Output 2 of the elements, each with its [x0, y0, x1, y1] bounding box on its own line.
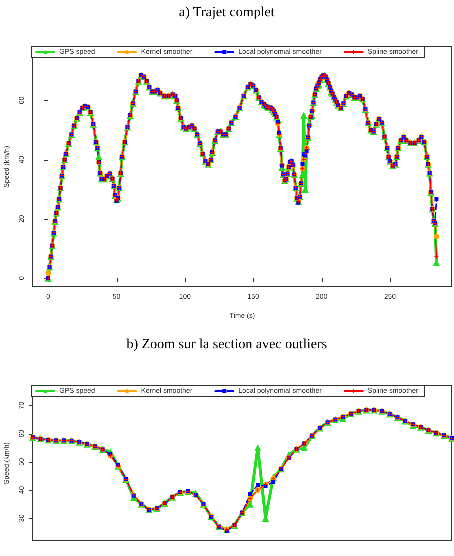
chart-title: b) Zoom sur la section avec outliers — [126, 338, 328, 352]
chart-title: a) Trajet complet — [179, 6, 275, 20]
